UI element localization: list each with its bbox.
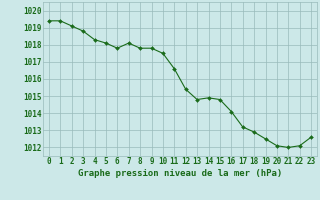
X-axis label: Graphe pression niveau de la mer (hPa): Graphe pression niveau de la mer (hPa) (78, 169, 282, 178)
